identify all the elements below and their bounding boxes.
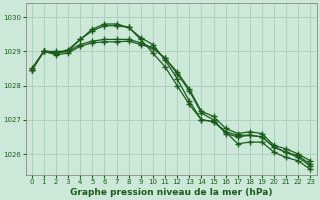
X-axis label: Graphe pression niveau de la mer (hPa): Graphe pression niveau de la mer (hPa) [70,188,272,197]
